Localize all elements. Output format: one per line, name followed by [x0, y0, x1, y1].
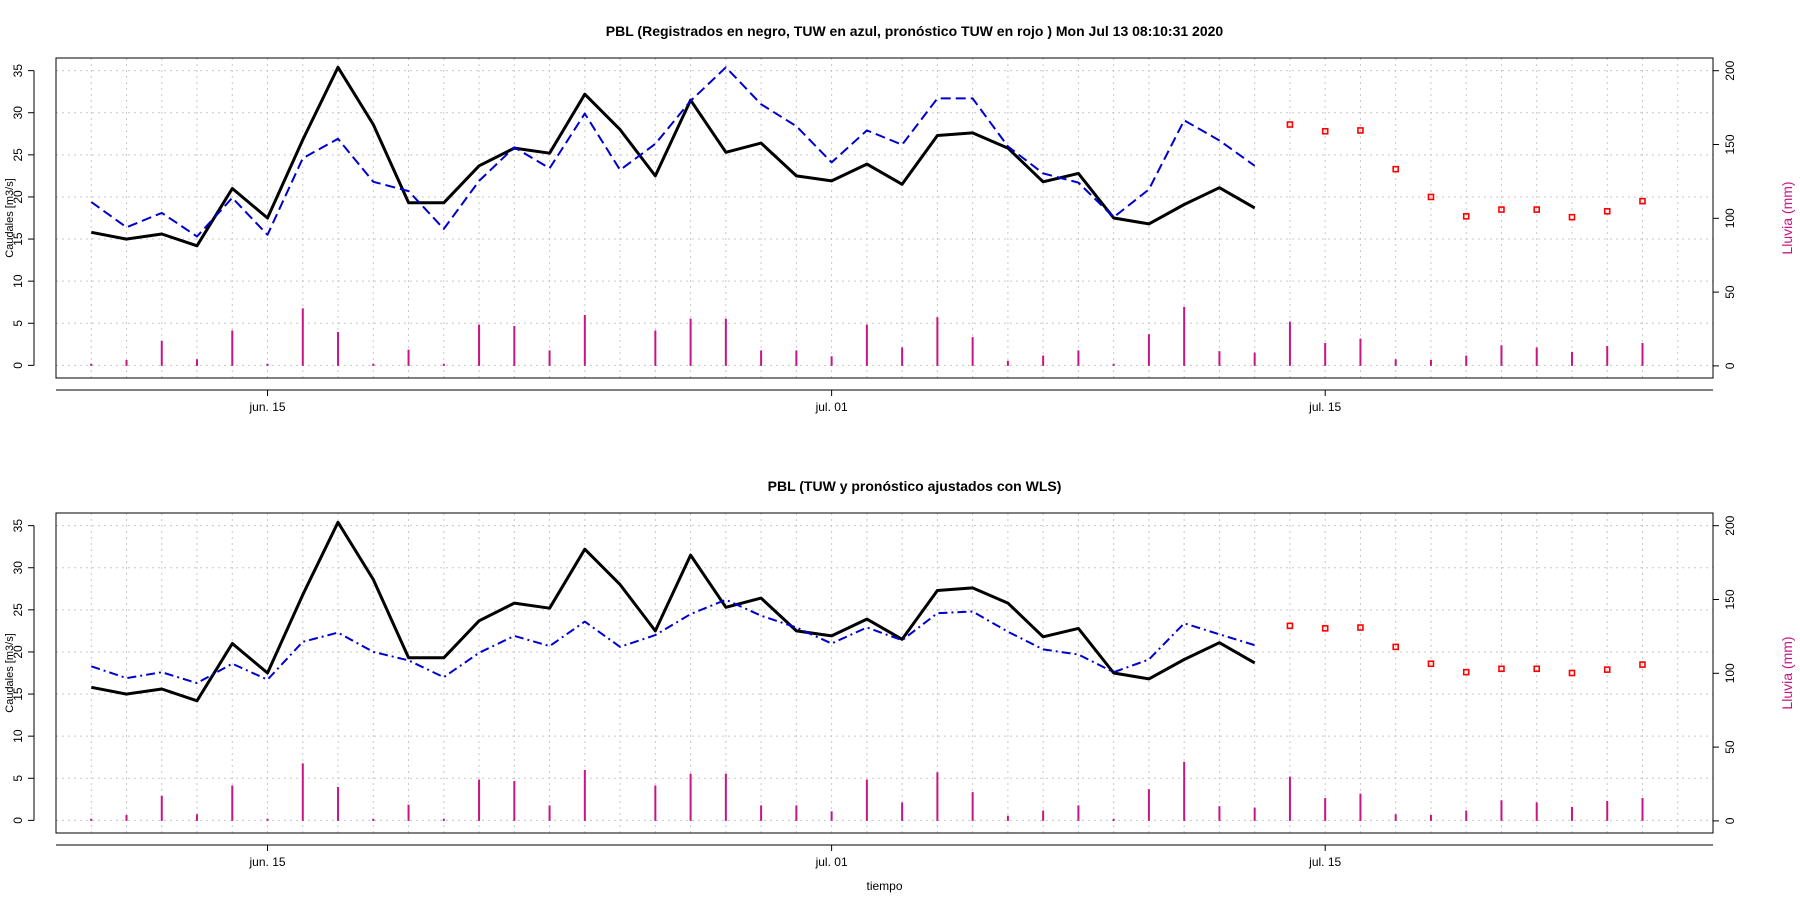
- tuw-line: [90, 66, 1256, 238]
- tuw-line: [90, 598, 1255, 685]
- forecast-point: [1392, 643, 1400, 651]
- chart-panel-1: PBL (Registrados en negro, TUW en azul, …: [4, 23, 1795, 414]
- x-tick-label: jul. 15: [1308, 855, 1341, 869]
- y-tick-label: 30: [11, 561, 25, 575]
- y-axis-right-label: Lluvia (mm): [1779, 181, 1795, 254]
- x-axis-label: tiempo: [866, 879, 902, 893]
- y-right-tick-label: 50: [1723, 740, 1737, 754]
- y-axis-label: Caudales [m3/s]: [4, 178, 16, 257]
- observed-line: [91, 65, 1256, 248]
- y-tick-label: 10: [11, 274, 25, 288]
- y-right-tick-label: 150: [1723, 134, 1737, 154]
- y-axis-right-label: Lluvia (mm): [1779, 636, 1795, 709]
- grid: [56, 513, 1713, 833]
- forecast-point: [1603, 666, 1611, 673]
- rain-bars: [90, 306, 1644, 366]
- rain-bars: [90, 761, 1644, 821]
- y-tick-label: 35: [11, 519, 25, 533]
- y-tick-label: 20: [11, 645, 25, 659]
- y-tick-label: 5: [11, 320, 25, 327]
- y-tick-label: 0: [11, 362, 25, 369]
- series-tuw: [90, 598, 1255, 685]
- forecast-point: [1568, 213, 1576, 221]
- forecast-point: [1639, 197, 1646, 205]
- forecast-point: [1462, 213, 1470, 220]
- forecast-point: [1498, 206, 1505, 213]
- forecast-point: [1639, 661, 1646, 668]
- y-tick-label: 25: [11, 148, 25, 162]
- y-tick-label: 25: [11, 603, 25, 617]
- y-axis-left: 0 5 10 15 20 25 30 35 Caudales [m3/s]: [4, 519, 35, 824]
- y-axis-left: 0 5 10 15 20 25 30 35 Caudales [m3/s]: [4, 64, 35, 369]
- x-tick-label: jul. 01: [815, 855, 848, 869]
- x-axis: jun. 15 jul. 01 jul. 15: [56, 389, 1713, 414]
- forecast-point: [1392, 165, 1400, 173]
- observed-line: [91, 520, 1256, 703]
- y-right-tick-label: 100: [1723, 663, 1737, 683]
- y-right-tick-label: 0: [1723, 817, 1737, 824]
- forecast-point: [1321, 127, 1329, 135]
- chart-title: PBL (TUW y pronóstico ajustados con WLS): [768, 478, 1062, 494]
- forecast-point: [1533, 665, 1541, 673]
- forecast-point: [1603, 207, 1611, 215]
- grid: [56, 58, 1713, 378]
- y-tick-label: 35: [11, 64, 25, 78]
- y-tick-label: 30: [11, 106, 25, 120]
- series-forecast: [1286, 121, 1646, 221]
- chart-panel-2: PBL (TUW y pronóstico ajustados con WLS)…: [4, 478, 1795, 893]
- forecast-point: [1427, 660, 1435, 668]
- forecast-point: [1357, 127, 1364, 134]
- y-right-tick-label: 50: [1723, 285, 1737, 299]
- y-right-tick-label: 150: [1723, 589, 1737, 609]
- series-observed: [91, 520, 1256, 703]
- chart-title: PBL (Registrados en negro, TUW en azul, …: [606, 23, 1224, 39]
- series-forecast: [1286, 622, 1646, 677]
- y-axis-right: 0 50 100 150 200 Lluvia (mm): [1712, 515, 1795, 824]
- y-axis-label: Caudales [m3/s]: [4, 633, 16, 712]
- y-axis-right: 0 50 100 150 200 Lluvia (mm): [1712, 60, 1795, 369]
- x-tick-label: jul. 01: [815, 400, 848, 414]
- x-tick-label: jul. 15: [1308, 400, 1341, 414]
- y-tick-label: 5: [11, 775, 25, 782]
- y-tick-label: 10: [11, 729, 25, 743]
- forecast-point: [1357, 624, 1364, 631]
- forecast-point: [1568, 669, 1576, 677]
- forecast-point: [1462, 668, 1470, 676]
- x-tick-label: jun. 15: [249, 400, 286, 414]
- y-tick-label: 15: [11, 232, 25, 246]
- series-observed: [91, 65, 1256, 248]
- forecast-point: [1321, 625, 1329, 632]
- y-right-tick-label: 100: [1723, 208, 1737, 228]
- x-axis: jun. 15 jul. 01 jul. 15 tiempo: [56, 844, 1713, 893]
- forecast-point: [1533, 206, 1541, 213]
- x-tick-label: jun. 15: [249, 855, 286, 869]
- y-tick-label: 15: [11, 687, 25, 701]
- y-tick-label: 0: [11, 817, 25, 824]
- y-tick-label: 20: [11, 190, 25, 204]
- y-right-tick-label: 200: [1723, 515, 1737, 535]
- forecast-point: [1498, 665, 1505, 673]
- series-tuw: [90, 66, 1256, 238]
- forecast-point: [1427, 193, 1435, 201]
- y-right-tick-label: 0: [1723, 362, 1737, 369]
- forecast-point: [1286, 622, 1294, 630]
- y-right-tick-label: 200: [1723, 60, 1737, 80]
- forecast-point: [1286, 121, 1294, 128]
